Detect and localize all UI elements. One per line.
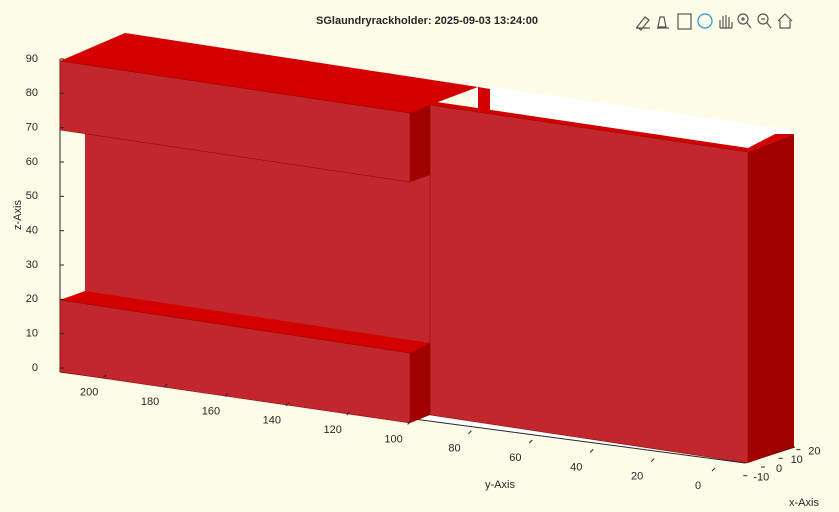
lower-bar-top — [60, 291, 430, 353]
y-tick — [346, 411, 351, 416]
upper-bar-side — [410, 105, 430, 182]
z-tick-label: 80 — [26, 87, 38, 99]
x-axis-label: x-Axis — [789, 497, 819, 509]
panel-top — [430, 101, 794, 152]
home-tool[interactable] — [777, 13, 793, 29]
solid — [59, 33, 794, 464]
z-tick-label: 30 — [26, 259, 38, 271]
brush-tool[interactable] — [636, 16, 650, 31]
pan-tool[interactable] — [719, 15, 733, 29]
y-tick — [529, 439, 533, 444]
z-tick-label: 40 — [26, 225, 38, 237]
z-tick-label: 50 — [26, 190, 38, 202]
zoom-out[interactable] — [757, 13, 769, 25]
y-axis-label: y-Axis — [485, 479, 515, 491]
y-tick-label: 100 — [384, 433, 402, 445]
z-tick-label: 10 — [26, 328, 38, 340]
y-tick-label: 140 — [263, 415, 281, 427]
z-tick-label: 90 — [26, 53, 38, 65]
x-tick-label: 10 — [791, 454, 803, 466]
x-tick-label: 0 — [776, 463, 782, 475]
legend-tool[interactable] — [677, 13, 692, 30]
front-panel — [429, 104, 749, 464]
y-tick — [285, 402, 290, 407]
y-tick — [163, 383, 168, 388]
top-face — [60, 33, 478, 113]
z-axis-label: z-Axis — [12, 200, 24, 230]
data-tips[interactable] — [657, 16, 669, 29]
y-tick-label: 80 — [448, 443, 460, 455]
chart-title: SGlaundryrackholder: 2025-09-03 13:24:00 — [316, 15, 538, 27]
x-tick-label: -10 — [753, 472, 769, 484]
rotate-tool[interactable] — [697, 13, 713, 29]
y-tick-label: 40 — [570, 461, 582, 473]
toolbar — [636, 13, 793, 31]
x-tick-label: 20 — [808, 446, 820, 458]
y-tick — [589, 449, 594, 453]
zoom-in[interactable] — [737, 13, 749, 25]
y-tick-label: 0 — [695, 480, 701, 492]
y-tick — [711, 467, 716, 472]
y-tick — [102, 374, 107, 379]
y-tick — [407, 421, 411, 425]
y-tick-label: 180 — [141, 396, 159, 408]
y-tick — [224, 393, 229, 397]
y-tick-label: 200 — [80, 387, 98, 399]
z-tick-label: 60 — [26, 156, 38, 168]
z-tick-label: 70 — [26, 122, 38, 134]
z-tick-label: 0 — [32, 362, 38, 374]
y-tick — [650, 458, 655, 463]
z-tick-label: 20 — [26, 293, 38, 305]
panel-side — [748, 134, 794, 463]
y-tick-label: 160 — [202, 405, 220, 417]
lower-bar-side — [410, 343, 430, 423]
y-tick-label: 20 — [631, 471, 643, 483]
y-tick-label: 120 — [324, 424, 342, 436]
post — [478, 87, 490, 112]
y-tick-label: 60 — [509, 452, 521, 464]
y-tick — [468, 430, 472, 435]
